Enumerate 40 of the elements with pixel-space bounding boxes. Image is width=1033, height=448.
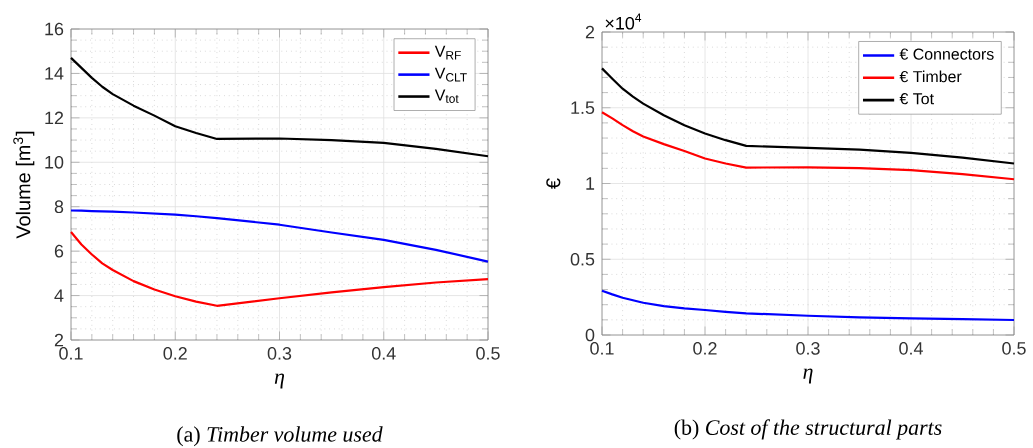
x-axis-title: η	[274, 373, 285, 389]
line-series	[600, 67, 1016, 165]
y-tick-label: 0	[585, 328, 595, 342]
y-tick-label: 2	[54, 333, 64, 347]
legend-label: € Timber	[899, 70, 962, 83]
x-tick-label: 0.4	[899, 342, 923, 355]
y-tick-label: 14	[45, 67, 64, 80]
y-axis-title: €	[546, 178, 561, 189]
x-tick-label: 0.2	[163, 347, 187, 360]
legend-label: V$_{tot}$	[434, 89, 459, 103]
legend-label: V$_{CLT}$	[434, 67, 467, 82]
line-series	[600, 111, 1016, 181]
y-tick-label: 8	[54, 200, 64, 214]
x-axis-title: η	[803, 368, 813, 384]
y-tick-label: 2	[585, 25, 595, 39]
text: (b) Cost of the structural parts	[674, 419, 942, 440]
x-tick-label: 0.2	[693, 342, 717, 355]
x-tick-label: 0.1	[590, 342, 614, 355]
y-tick-label: 0.5	[570, 252, 595, 266]
y-tick-label: 6	[54, 244, 64, 258]
legend-label: € Tot	[899, 93, 934, 105]
y-tick-label: 16	[45, 22, 64, 36]
x-tick-label: 0.5	[1002, 342, 1026, 355]
line-series	[600, 289, 1016, 322]
text: (a) Timber volume used	[177, 426, 383, 447]
y-axis-title: Volume [m$^{3}$]	[13, 131, 35, 239]
x-tick-label: 0.4	[371, 347, 396, 360]
y-tick-label: 4	[54, 289, 64, 302]
line-series	[69, 230, 490, 307]
y-tick-label: 1	[586, 177, 595, 190]
x-tick-label: 0.3	[267, 347, 292, 360]
y-tick-label: 12	[45, 111, 64, 125]
x-tick-label: 0.1	[59, 347, 83, 360]
legend-label: V$_{RF}$	[434, 45, 461, 60]
x-tick-label: 0.5	[476, 347, 500, 360]
y-tick-label: 1.5	[571, 101, 595, 115]
text: ×10$^{4}$	[605, 13, 642, 30]
x-tick-label: 0.3	[796, 342, 820, 355]
legend-label: € Connectors	[899, 48, 994, 60]
y-tick-label: 10	[45, 155, 64, 169]
